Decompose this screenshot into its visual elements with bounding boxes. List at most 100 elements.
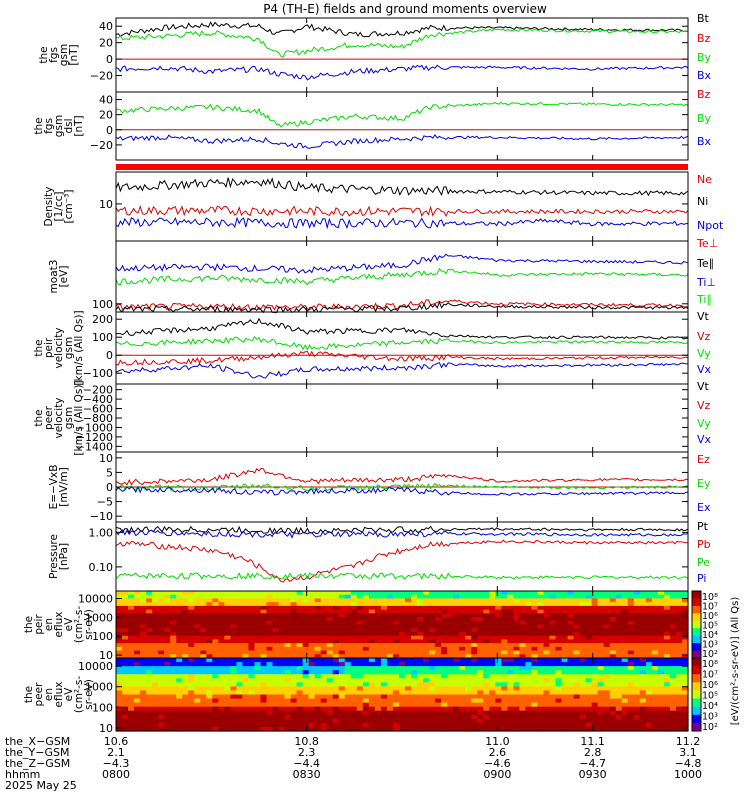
spectrogram-cell <box>326 690 334 696</box>
spectrogram-cell <box>489 674 496 679</box>
spectrogram-cell <box>591 714 599 720</box>
spectrogram-cell <box>663 690 671 696</box>
spectrogram-cell <box>272 666 280 671</box>
spectrogram-cell <box>435 591 442 596</box>
spectrogram-cell <box>290 609 298 614</box>
spectrogram-cell <box>549 635 557 640</box>
spectrogram-cell <box>320 591 328 596</box>
spectrogram-cell <box>254 710 262 716</box>
spectrogram-cell <box>561 646 569 652</box>
spectrogram-cell <box>362 628 370 633</box>
spectrogram-cell <box>543 674 551 679</box>
spectrogram-cell <box>386 602 394 607</box>
spectrogram-cell <box>116 609 123 614</box>
spectrogram-cell <box>657 624 665 629</box>
spectrogram-cell <box>531 650 539 655</box>
spectrogram-cell <box>501 639 508 644</box>
spectrogram-cell <box>465 654 472 659</box>
spectrogram-cell <box>302 628 310 633</box>
y-tick-label: 10 <box>99 198 113 211</box>
spectrogram-cell <box>146 613 153 618</box>
spectrogram-cell <box>423 702 430 708</box>
spectrogram-cell <box>182 631 189 637</box>
spectrogram-cell <box>350 726 358 732</box>
spectrogram-cell <box>338 646 346 652</box>
spectrogram-cell <box>615 631 623 637</box>
spectrogram-cell <box>158 635 165 640</box>
spectrogram-cell <box>260 639 268 644</box>
spectrogram-cell <box>411 674 418 679</box>
spectrogram-cell <box>146 662 153 667</box>
spectrogram-cell <box>170 628 177 633</box>
spectrogram-cell <box>338 690 346 696</box>
spectrogram-cell <box>453 624 460 629</box>
spectrogram-cell <box>230 658 238 663</box>
spectrogram-cell <box>170 694 177 700</box>
spectrogram-cell <box>435 643 442 648</box>
spectrogram-cell <box>681 714 689 720</box>
spectrogram-cell <box>543 643 551 648</box>
spectrogram-cell <box>489 628 496 633</box>
colorbar-segment <box>692 650 701 659</box>
spectrogram-cell <box>302 662 310 667</box>
spectrogram-cell <box>495 594 502 600</box>
spectrogram-cell <box>206 624 213 629</box>
spectrogram-cell <box>561 635 569 640</box>
spectrogram-cell <box>507 639 514 644</box>
spectrogram-cell <box>254 682 262 687</box>
spectrogram-cell <box>501 658 508 663</box>
spectrogram-cell <box>531 646 539 652</box>
spectrogram-cell <box>128 650 135 655</box>
spectrogram-cell <box>447 658 454 663</box>
spectrogram-cell <box>603 591 611 596</box>
spectrogram-cell <box>212 662 219 667</box>
spectrogram-cell <box>116 602 123 607</box>
spectrogram-cell <box>188 635 195 640</box>
spectrogram-cell <box>128 722 135 728</box>
spectrogram-cell <box>356 706 364 712</box>
spectrogram-cell <box>356 718 364 724</box>
spectrogram-cell <box>669 666 677 671</box>
spectrogram-cell <box>218 609 225 614</box>
spectrogram-cell <box>525 620 533 626</box>
spectrogram-cell <box>236 710 244 716</box>
spectrogram-cell <box>122 646 129 652</box>
spectrogram-cell <box>326 613 334 618</box>
spectrogram-cell <box>326 624 334 629</box>
spectrogram-cell <box>441 710 448 716</box>
spectrogram-cell <box>122 702 129 708</box>
spectrogram-cell <box>344 613 352 618</box>
spectrogram-cell <box>513 598 521 603</box>
spectrogram-cell <box>501 702 508 708</box>
spectrogram-cell <box>140 609 147 614</box>
spectrogram-cell <box>537 646 545 652</box>
spectrogram-cell <box>272 646 280 652</box>
spectrogram-cell <box>278 670 286 675</box>
spectrogram-cell <box>543 635 551 640</box>
spectrogram-cell <box>230 702 238 708</box>
spectrogram-cell <box>681 718 689 724</box>
spectrogram-cell <box>284 628 292 633</box>
spectrogram-cell <box>170 617 177 622</box>
spectrogram-cell <box>158 609 165 614</box>
spectrogram-cell <box>561 591 569 596</box>
spectrogram-cell <box>164 591 171 596</box>
spectrogram-cell <box>338 598 346 603</box>
y-axis-label-line: [eV] <box>58 266 70 288</box>
spectrogram-cell <box>525 605 533 611</box>
series-temperature-line <box>115 299 689 311</box>
spectrogram-cell <box>567 686 575 692</box>
spectrogram-cell <box>176 666 183 671</box>
spectrogram-cell <box>423 598 430 603</box>
spectrogram-cell <box>591 609 599 614</box>
spectrogram-cell <box>182 702 189 708</box>
spectrogram-cell <box>591 722 599 728</box>
spectrogram-cell <box>675 598 683 603</box>
spectrogram-cell <box>170 710 177 716</box>
spectrogram-cell <box>356 678 364 683</box>
spectrogram-cell <box>441 706 448 712</box>
spectrogram-cell <box>128 609 135 614</box>
spectrogram-cell <box>188 643 195 648</box>
spectrogram-cell <box>176 722 183 728</box>
spectrogram-cell <box>675 617 683 622</box>
